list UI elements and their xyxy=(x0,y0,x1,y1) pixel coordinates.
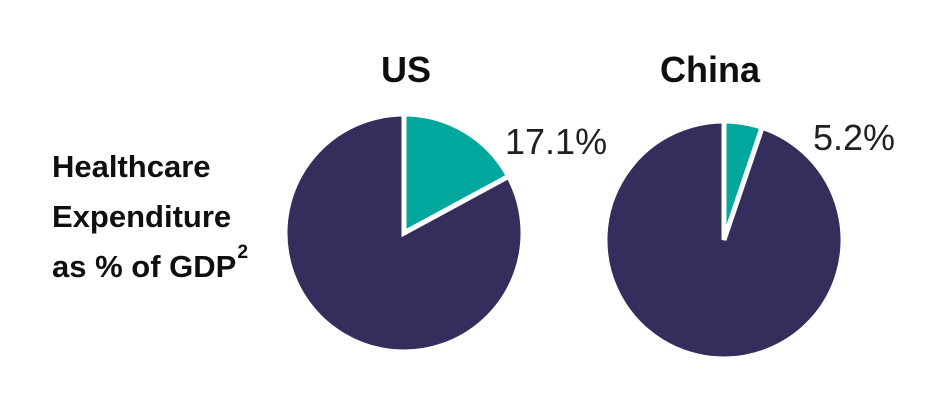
footnote-marker: 2 xyxy=(237,241,249,263)
row-label-line-2: Expenditure xyxy=(52,199,232,234)
china-pie-chart xyxy=(602,118,846,362)
healthcare-expenditure-slice xyxy=(401,111,513,238)
row-label: Healthcare Expenditure as % of GDP2 xyxy=(52,142,249,292)
us-value-label: 17.1% xyxy=(505,121,608,162)
china-chart-title: China xyxy=(659,49,761,90)
rest-of-gdp-slice xyxy=(282,111,526,355)
row-label-line-3-text: as % of GDP xyxy=(52,249,237,284)
china-value-label: 5.2% xyxy=(813,117,896,158)
row-label-line-1: Healthcare xyxy=(52,149,211,184)
row-label-line-3: as % of GDP2 xyxy=(52,241,249,292)
us-chart-title: US xyxy=(380,49,432,90)
us-pie-chart xyxy=(282,111,526,355)
rest-of-gdp-slice xyxy=(602,118,846,362)
